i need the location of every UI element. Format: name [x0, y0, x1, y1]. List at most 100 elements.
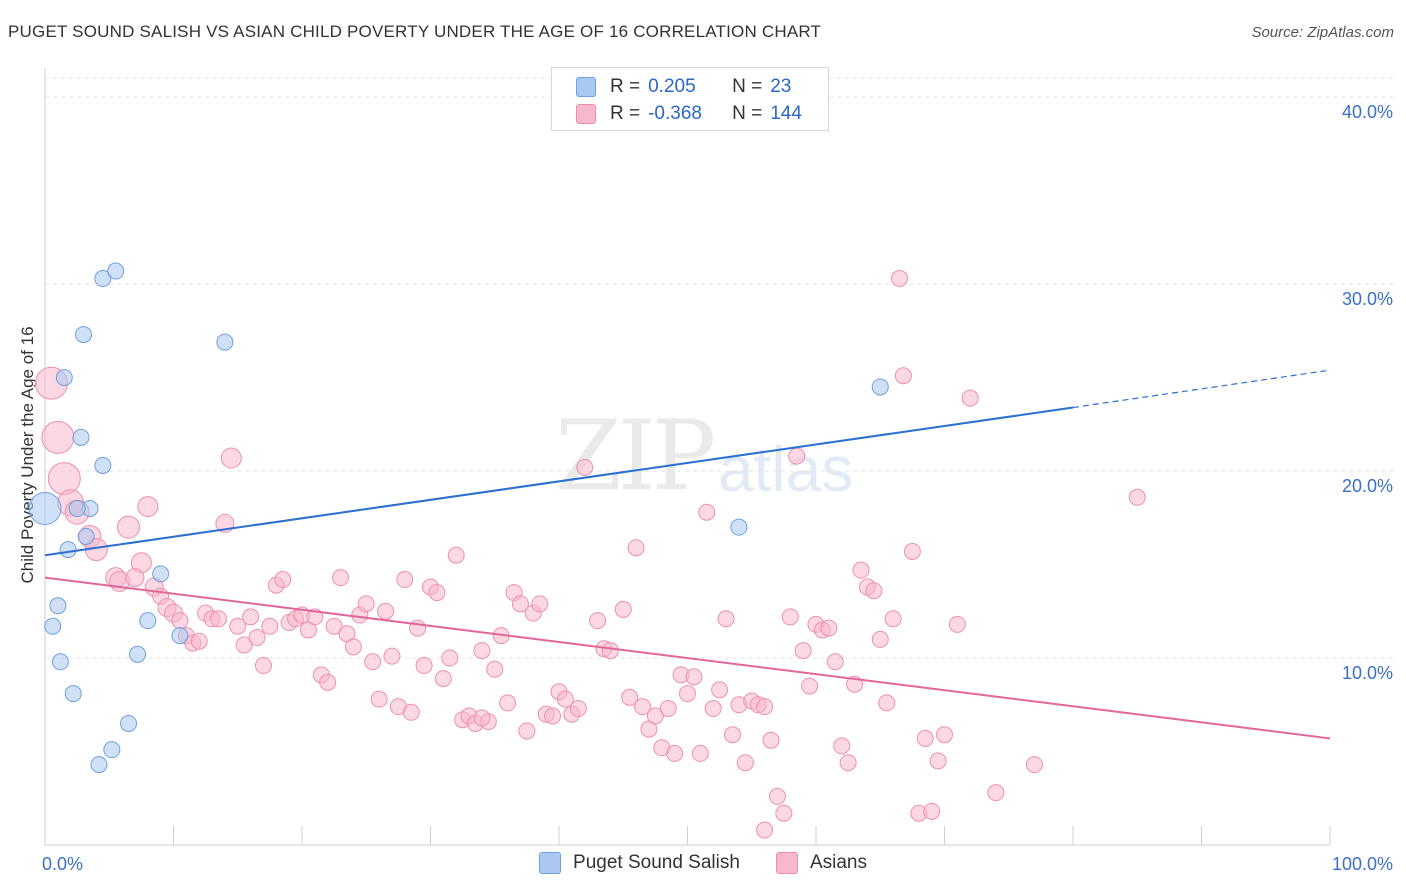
salish-point [171, 627, 189, 645]
asians-point [261, 617, 279, 635]
salish-trendline-extension [1072, 369, 1331, 409]
asians-point [723, 726, 741, 744]
asians-point [666, 744, 684, 762]
asians-point [768, 787, 786, 805]
legend-n-label: N = [732, 76, 763, 97]
asians-point [544, 707, 562, 725]
asians-point [332, 569, 350, 587]
asians-point [415, 657, 433, 675]
salish-point [90, 756, 108, 774]
asians-point [736, 754, 754, 772]
series-legend-asians[interactable]: Asians [775, 852, 867, 874]
asians-point [614, 600, 632, 618]
salish-point [120, 714, 138, 732]
asians-point [473, 709, 491, 727]
asians-point [325, 617, 343, 635]
asians-point [820, 619, 838, 637]
asians-point [254, 657, 272, 675]
asians-point [601, 642, 619, 660]
x-tick-label: 0.0% [42, 854, 83, 874]
asians-point [209, 610, 227, 628]
asians-point [220, 447, 242, 469]
asians-point [839, 754, 857, 772]
asians-point [499, 694, 517, 712]
asians-point [894, 367, 912, 385]
asians-point [518, 722, 536, 740]
asians-point [801, 677, 819, 695]
asians-point [987, 784, 1005, 802]
asians-point [486, 660, 504, 678]
legend-n-label: N = [732, 103, 763, 124]
asians-point [531, 595, 549, 613]
asians-point [936, 726, 953, 744]
legend-swatch-salish [576, 77, 596, 97]
salish-point [28, 491, 62, 525]
asians-point [891, 270, 909, 288]
asians-point [691, 744, 709, 762]
asians-point [402, 703, 420, 721]
source-label: Source: ZipAtlas.com [1251, 24, 1394, 41]
x-tick-label: 100.0% [1332, 854, 1393, 874]
asians-point [711, 681, 729, 699]
asians-point [794, 642, 812, 660]
asians-point [511, 595, 529, 613]
salish-point [72, 428, 90, 446]
asians-point [47, 462, 81, 496]
asians-point [1128, 488, 1146, 506]
asians-point [576, 458, 594, 476]
asians-point [190, 632, 208, 650]
asians-point [344, 638, 362, 656]
salish-point [44, 617, 62, 635]
asians-point [788, 447, 806, 465]
asians-point [229, 617, 247, 635]
legend-r-label: R = [610, 103, 641, 124]
asians-point [698, 503, 716, 521]
series-label-salish: Puget Sound Salish [573, 852, 740, 873]
asians-point [441, 649, 459, 667]
asians-point [248, 628, 266, 646]
asians-point [447, 546, 465, 564]
asians-point [137, 496, 159, 518]
asians-point [916, 729, 934, 747]
asians-point [428, 584, 446, 602]
asians-point [171, 612, 189, 630]
salish-point [59, 541, 77, 559]
salish-point [871, 378, 889, 396]
series-legend: Puget Sound Salish Asians [0, 852, 1406, 874]
asians-point [948, 615, 966, 633]
asians-point [717, 610, 735, 628]
salish-point [730, 518, 748, 536]
asians-point [646, 707, 664, 725]
y-tick-label: 30.0% [1342, 289, 1393, 309]
salish-point [103, 741, 121, 759]
series-swatch-salish [539, 852, 562, 874]
series-legend-salish[interactable]: Puget Sound Salish [539, 852, 740, 874]
asians-point [274, 571, 292, 589]
y-tick-label: 40.0% [1342, 102, 1393, 122]
asians-point [242, 608, 260, 626]
salish-point [55, 369, 73, 387]
watermark-atlas: atlas [718, 433, 854, 505]
salish-point [49, 597, 67, 615]
asians-point [377, 602, 395, 620]
asians-trendline [44, 576, 1331, 740]
asians-point [659, 700, 677, 718]
chart-title: PUGET SOUND SALISH VS ASIAN CHILD POVERT… [8, 22, 822, 41]
asians-point [781, 608, 799, 626]
asians-point [756, 821, 774, 839]
asians-point [826, 653, 844, 671]
salish-point [77, 528, 95, 546]
salish-point [216, 333, 234, 351]
asians-point [833, 737, 851, 755]
asians-point [434, 670, 452, 688]
watermark-zip: ZIP [555, 400, 716, 512]
correlation-legend: R = 0.205 N = 23 R = -0.368 N = 144 [551, 67, 829, 131]
asians-point [704, 700, 722, 718]
salish-trendline [44, 406, 1074, 557]
asians-point [569, 700, 587, 718]
legend-r-value: -0.368 [648, 103, 702, 124]
asians-point [357, 595, 375, 613]
legend-row-asians: R = -0.368 N = 144 [576, 103, 802, 125]
asians-point [903, 542, 921, 560]
asians-point [884, 610, 902, 628]
